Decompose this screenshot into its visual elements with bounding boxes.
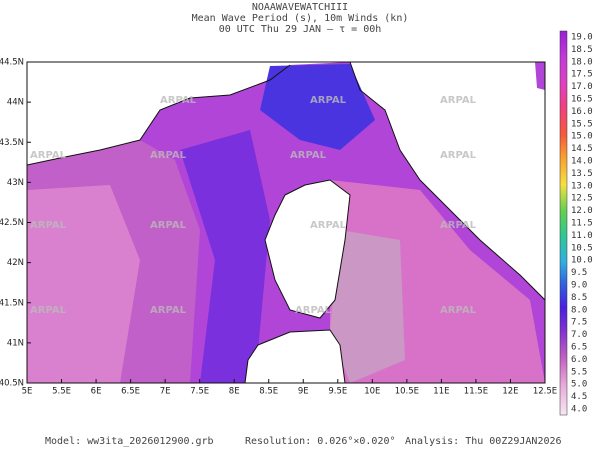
colorbar-label: 10.0 (571, 256, 593, 266)
lon-label: 11.5E (464, 387, 488, 397)
sea-zone (535, 62, 545, 90)
coastline (27, 62, 545, 301)
lat-label: 41.5N (0, 298, 24, 308)
footer-model: Model: ww3ita_2026012900.grb (45, 436, 214, 447)
footer-resolution: Resolution: 0.026°×0.020° (245, 436, 396, 447)
lat-label: 40.5N (0, 379, 24, 389)
watermark: ARPAL (30, 220, 67, 231)
lon-label: 8.5E (259, 387, 278, 397)
colorbar-label: 19.0 (571, 33, 593, 43)
watermark: ARPAL (160, 95, 197, 106)
lon-label: 10E (364, 387, 380, 397)
colorbar-label: 9.0 (571, 281, 587, 291)
watermark: ARPAL (150, 305, 187, 316)
colorbar (559, 30, 568, 416)
colorbar-label: 16.5 (571, 95, 593, 105)
watermark: ARPAL (295, 305, 332, 316)
sea-zone (260, 64, 375, 150)
time: 00 UTC Thu 29 JAN — τ = 00h (219, 24, 382, 35)
lon-label: 6.5E (121, 387, 140, 397)
colorbar-label: 8.5 (571, 293, 587, 303)
lat-label: 43N (7, 178, 24, 188)
title: NOAAWAVEWATCHIII (252, 2, 348, 13)
colorbar-label: 15.5 (571, 119, 593, 129)
colorbar-label: 10.5 (571, 243, 593, 253)
colorbar-label: 5.0 (571, 380, 587, 390)
colorbar-label: 7.5 (571, 318, 587, 328)
colorbar-label: 12.0 (571, 206, 593, 216)
lon-label: 7E (160, 387, 171, 397)
colorbar-label: 4.5 (571, 392, 587, 402)
lon-label: 10.5E (395, 387, 419, 397)
lon-label: 7.5E (190, 387, 209, 397)
colorbar-label: 6.0 (571, 355, 587, 365)
lat-label: 43.5N (0, 138, 24, 148)
watermark: ARPAL (30, 150, 67, 161)
watermark: ARPAL (440, 220, 477, 231)
lat-label: 41N (7, 338, 24, 348)
colorbar-label: 15.0 (571, 132, 593, 142)
sardinia (244, 329, 346, 383)
lat-label: 42N (7, 258, 24, 268)
colorbar-label: 14.5 (571, 144, 593, 154)
colorbar-label: 9.5 (571, 268, 587, 278)
lat-label: 44N (7, 98, 24, 108)
lon-label: 6E (91, 387, 102, 397)
colorbar-label: 11.0 (571, 231, 593, 241)
watermark: ARPAL (150, 220, 187, 231)
watermarks: ARPAL ARPAL ARPAL ARPAL ARPAL ARPAL ARPAL ARPAL… (30, 95, 477, 316)
map: ARPAL ARPAL ARPAL ARPAL ARPAL ARPAL ARPAL ARPAL… (27, 62, 545, 383)
watermark: ARPAL (290, 150, 327, 161)
colorbar-label: 6.5 (571, 343, 587, 353)
sea-zone (330, 230, 405, 383)
colorbar-label: 17.5 (571, 70, 593, 80)
colorbar-label: 18.5 (571, 45, 593, 55)
colorbar-label: 18.0 (571, 57, 593, 67)
lon-label: 9.5E (328, 387, 347, 397)
lon-label: 12.5E (533, 387, 557, 397)
colorbar-label: 8.0 (571, 305, 587, 315)
colorbar-label: 4.0 (571, 405, 587, 415)
footer-analysis: Analysis: Thu 00Z29JAN2026 (405, 436, 562, 447)
subtitle: Mean Wave Period (s), 10m Winds (kn) (192, 13, 409, 24)
colorbar-label: 14.0 (571, 157, 593, 167)
watermark: ARPAL (440, 95, 477, 106)
lon-label: 8E (229, 387, 240, 397)
colorbar-label: 13.5 (571, 169, 593, 179)
lon-label: 5E (22, 387, 33, 397)
sea-zone (180, 130, 270, 383)
lon-label: 9E (298, 387, 309, 397)
lat-label: 42.5N (0, 218, 24, 228)
colorbar-label: 12.5 (571, 194, 593, 204)
watermark: ARPAL (440, 305, 477, 316)
watermark: ARPAL (310, 220, 347, 231)
lon-label: 11E (433, 387, 449, 397)
lon-label: 5.5E (52, 387, 71, 397)
colorbar-label: 7.0 (571, 330, 587, 340)
lon-label: 12E (502, 387, 518, 397)
watermark: ARPAL (310, 95, 347, 106)
colorbar-labels: 19.0 18.5 18.0 17.5 17.0 16.5 16.0 15.5 15.0 14.5… (571, 33, 593, 415)
watermark: ARPAL (30, 305, 67, 316)
colorbar-label: 11.5 (571, 219, 593, 229)
colorbar-label: 17.0 (571, 82, 593, 92)
colorbar-label: 13.0 (571, 181, 593, 191)
watermark: ARPAL (440, 150, 477, 161)
lat-label: 44.5N (0, 58, 24, 68)
colorbar-label: 16.0 (571, 107, 593, 117)
corsica (264, 179, 351, 319)
colorbar-label: 5.5 (571, 367, 587, 377)
sea-zone (27, 185, 140, 383)
watermark: ARPAL (150, 150, 187, 161)
